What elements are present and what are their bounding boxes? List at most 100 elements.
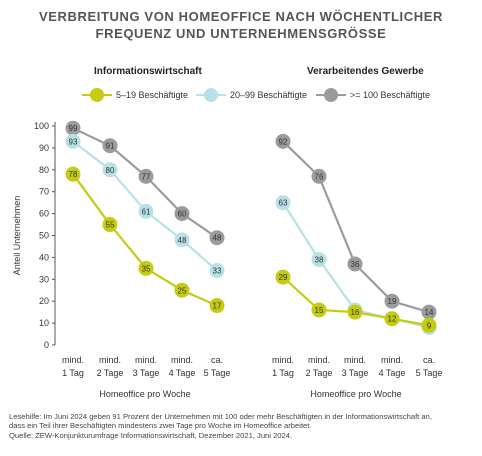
- footnote-source: Quelle: ZEW-Konjunkturumfrage Informatio…: [9, 431, 293, 440]
- x-tick-label: mind.: [272, 355, 294, 365]
- y-tick-label: 10: [39, 318, 49, 328]
- x-tick-label: 3 Tage: [342, 368, 369, 378]
- chart-title-line-1: VERBREITUNG VON HOMEOFFICE NACH WÖCHENTL…: [39, 9, 443, 24]
- data-label-medium: 93: [69, 137, 78, 146]
- x-tick-label: ca.: [423, 355, 435, 365]
- legend-label-100-plus: >= 100 Beschäftigte: [350, 90, 431, 100]
- data-label-medium: 38: [315, 256, 324, 265]
- data-point-large: [174, 206, 190, 222]
- data-label-large: 77: [142, 172, 151, 181]
- y-tick-label: 70: [39, 187, 49, 197]
- series-line-large: [282, 140, 430, 314]
- data-point-small: [384, 311, 400, 327]
- x-tick-label: 3 Tage: [133, 368, 160, 378]
- data-label-large: 92: [279, 137, 288, 146]
- x-tick-label: 4 Tage: [169, 368, 196, 378]
- data-point-medium: [209, 263, 225, 279]
- y-tick-label: 100: [34, 121, 49, 131]
- data-point-small: [275, 269, 291, 285]
- x-tick-label: 5 Tage: [416, 368, 443, 378]
- data-point-large: [347, 256, 363, 272]
- data-label-small: 15: [315, 306, 324, 315]
- data-point-medium: [311, 252, 327, 268]
- data-point-large: [209, 230, 225, 246]
- data-label-small: 25: [178, 286, 187, 295]
- y-tick-label: 40: [39, 252, 49, 262]
- data-point-small: [347, 304, 363, 320]
- data-point-small: [174, 282, 190, 298]
- data-point-medium: [138, 203, 154, 219]
- data-label-small: 29: [279, 273, 288, 282]
- data-point-small: [311, 302, 327, 318]
- y-tick-label: 0: [44, 340, 49, 350]
- series-line-small: [72, 173, 218, 307]
- data-label-medium: 33: [213, 267, 222, 276]
- x-tick-label: mind.: [99, 355, 121, 365]
- data-label-large: 99: [69, 124, 78, 133]
- x-tick-label: 2 Tage: [306, 368, 333, 378]
- x-tick-label: mind.: [62, 355, 84, 365]
- data-label-large: 91: [106, 142, 115, 151]
- data-label-large: 19: [388, 297, 397, 306]
- legend-label-20-99: 20–99 Beschäftigte: [230, 90, 308, 100]
- data-point-large: [138, 168, 154, 184]
- data-label-medium: 63: [279, 199, 288, 208]
- data-point-medium: [275, 195, 291, 211]
- legend-marker-small: [82, 88, 112, 102]
- x-tick-label: ca.: [211, 355, 223, 365]
- y-tick-label: 50: [39, 231, 49, 241]
- data-label-large: 36: [351, 260, 360, 269]
- chart-title-line-2: FREQUENZ UND UNTERNEHMENSGRÖSSE: [95, 26, 387, 41]
- data-label-large: 76: [315, 172, 324, 181]
- data-point-small: [209, 298, 225, 314]
- y-tick-label: 90: [39, 143, 49, 153]
- y-tick-label: 30: [39, 274, 49, 284]
- data-point-small: [421, 317, 437, 333]
- panel-title-verarbeitendes-gewerbe: Verarbeitendes Gewerbe: [307, 66, 424, 77]
- data-label-small: 9: [427, 321, 432, 330]
- data-label-medium: 48: [178, 236, 187, 245]
- data-point-small: [138, 260, 154, 276]
- data-label-large: 60: [178, 210, 187, 219]
- data-point-large: [65, 120, 81, 136]
- legend-marker-medium: [196, 88, 226, 102]
- x-tick-label: mind.: [381, 355, 403, 365]
- legend-item-100-plus: >= 100 Beschäftigte: [316, 88, 430, 102]
- data-point-large: [421, 304, 437, 320]
- x-tick-label: mind.: [135, 355, 157, 365]
- data-point-large: [311, 168, 327, 184]
- x-tick-label: mind.: [171, 355, 193, 365]
- data-label-small: 35: [142, 264, 151, 273]
- panel-title-informationswirtschaft: Informationswirtschaft: [94, 66, 202, 77]
- data-label-small: 78: [69, 170, 78, 179]
- data-label-large: 48: [213, 234, 222, 243]
- y-axis-label: Anteil Unternehmen: [12, 196, 22, 276]
- x-tick-label: 1 Tag: [62, 368, 84, 378]
- footnote-reading-aid-line-2: dass ein Teil ihrer Beschäftigten mindes…: [9, 421, 312, 430]
- legend-item-5-19: 5–19 Beschäftigte: [82, 88, 188, 102]
- data-label-medium: 61: [142, 207, 151, 216]
- data-label-small: 16: [351, 308, 360, 317]
- y-tick-label: 80: [39, 165, 49, 175]
- data-point-medium: [65, 133, 81, 149]
- y-tick-label: 20: [39, 296, 49, 306]
- legend-item-20-99: 20–99 Beschäftigte: [196, 88, 307, 102]
- x-tick-label: 5 Tage: [204, 368, 231, 378]
- legend-label-5-19: 5–19 Beschäftigte: [116, 90, 189, 100]
- data-point-small: [65, 166, 81, 182]
- x-tick-label: mind.: [344, 355, 366, 365]
- x-tick-label: 1 Tag: [272, 368, 294, 378]
- x-axis-title: Homeoffice pro Woche: [310, 389, 401, 399]
- data-point-small: [102, 217, 118, 233]
- y-tick-label: 60: [39, 209, 49, 219]
- data-label-small: 12: [388, 315, 397, 324]
- data-point-medium: [174, 232, 190, 248]
- data-point-large: [275, 133, 291, 149]
- data-point-large: [384, 293, 400, 309]
- x-tick-label: mind.: [308, 355, 330, 365]
- data-label-medium: 80: [106, 166, 115, 175]
- data-label-small: 55: [106, 221, 115, 230]
- data-point-medium: [102, 162, 118, 178]
- data-point-large: [102, 138, 118, 154]
